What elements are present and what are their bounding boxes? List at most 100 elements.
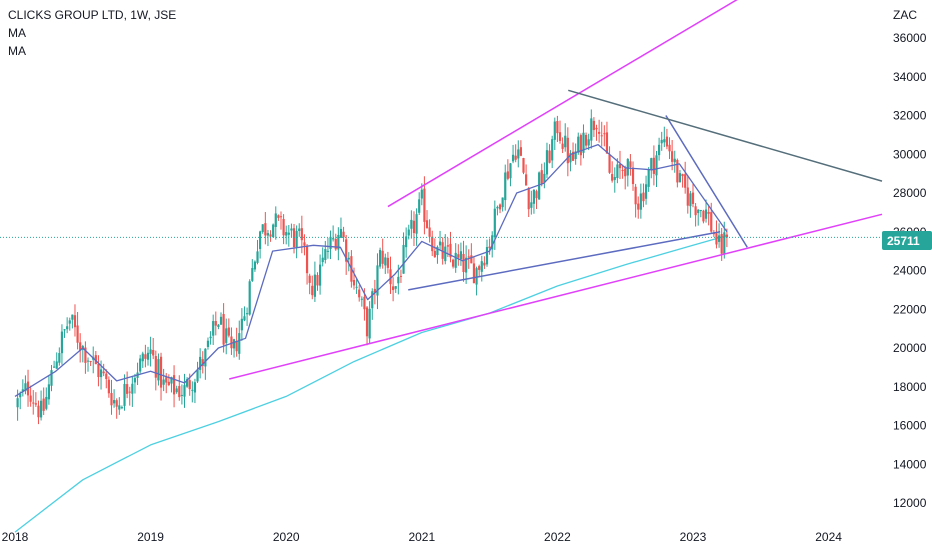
- candle-body: [355, 286, 358, 288]
- candle-body: [475, 268, 478, 285]
- candle-body: [282, 218, 285, 236]
- candle-body: [199, 356, 202, 370]
- candle-body: [699, 209, 702, 211]
- candle-body: [141, 353, 144, 362]
- candle-body: [133, 378, 137, 383]
- candle-body: [32, 402, 35, 404]
- candle-body: [603, 133, 606, 135]
- candle-body: [230, 336, 233, 349]
- candle-body: [300, 228, 303, 241]
- candle-body: [465, 257, 468, 273]
- candle-body: [691, 192, 695, 204]
- long-resistance-line[interactable]: [568, 89, 883, 182]
- candle-body: [704, 209, 708, 219]
- candle-body: [342, 231, 345, 238]
- candle-body: [53, 366, 56, 368]
- candle-body: [266, 233, 270, 236]
- candle-body: [86, 360, 90, 362]
- triangle-support-line[interactable]: [408, 231, 721, 291]
- candle-body: [373, 288, 376, 293]
- candle-body: [394, 286, 397, 289]
- candle-body: [535, 191, 538, 199]
- candle-body: [347, 257, 350, 260]
- candle-body: [201, 359, 204, 366]
- x-tick-label: 2024: [815, 530, 842, 544]
- candle-body: [305, 245, 309, 274]
- candle-body: [321, 257, 324, 263]
- candle-body: [668, 144, 671, 152]
- candle-body: [316, 275, 319, 286]
- candle-body: [629, 161, 632, 167]
- candle-body: [621, 169, 624, 171]
- candle-body: [592, 120, 596, 131]
- candle-body: [410, 219, 413, 229]
- candle-body: [652, 157, 655, 174]
- candle-body: [172, 375, 176, 395]
- candle-body: [624, 168, 627, 177]
- candle-body: [470, 255, 473, 264]
- candle-body: [39, 400, 43, 418]
- candle-body: [611, 174, 614, 181]
- candle-body: [334, 238, 337, 250]
- candle-body: [63, 329, 66, 331]
- candle-body: [671, 151, 674, 162]
- candle-body: [399, 275, 403, 277]
- candle-body: [272, 224, 275, 238]
- candle-body: [566, 137, 569, 164]
- candle-body: [243, 316, 246, 321]
- candle-body: [326, 250, 330, 252]
- candle-body: [154, 356, 157, 378]
- x-tick-label: 2022: [544, 530, 571, 544]
- candle-body: [686, 187, 689, 206]
- candle-body: [225, 328, 228, 343]
- candle-body: [655, 155, 658, 176]
- candle-body: [73, 315, 77, 328]
- triangle-resistance-line[interactable]: [665, 115, 748, 248]
- candle-body: [120, 407, 124, 409]
- candle-body: [684, 174, 687, 188]
- candle-body: [240, 318, 243, 331]
- ma-fast-layer: [14, 143, 728, 397]
- candle-body: [287, 232, 290, 235]
- candle-body: [345, 239, 348, 262]
- candle-body: [186, 379, 189, 387]
- time-axis[interactable]: 2018 2019 2020 2021 2022 2023 2024: [2, 530, 843, 544]
- candle-body: [577, 136, 580, 153]
- candle-body: [725, 234, 728, 238]
- candle-body: [446, 245, 449, 247]
- candle-body: [720, 233, 723, 254]
- candle-body: [644, 184, 648, 199]
- channel-lower-line[interactable]: [229, 213, 883, 380]
- indicator-ma-slow-label[interactable]: MA: [8, 44, 26, 58]
- candle-body: [694, 206, 697, 216]
- candle-body: [378, 249, 382, 267]
- candle-body: [274, 213, 277, 227]
- candle-body: [561, 143, 564, 149]
- candle-body: [217, 324, 220, 327]
- symbol-title[interactable]: CLICKS GROUP LTD, 1W, JSE: [8, 8, 177, 22]
- candle-body: [491, 235, 494, 250]
- candle-body: [715, 233, 718, 245]
- ma-fast-line: [14, 143, 728, 397]
- candle-body: [146, 352, 150, 360]
- candle-body: [548, 150, 551, 163]
- candle-body: [381, 250, 384, 264]
- candle-body: [368, 308, 371, 339]
- candle-body: [525, 174, 528, 186]
- candle-body: [423, 188, 426, 222]
- channel-upper-line[interactable]: [387, 0, 754, 208]
- candle-body: [522, 158, 525, 173]
- candle-body: [707, 211, 710, 214]
- candle-body: [433, 250, 436, 258]
- y-tick-label: 34000: [893, 70, 927, 84]
- price-axis[interactable]: 1200014000160001800020000220002400026000…: [893, 31, 927, 510]
- y-tick-label: 36000: [893, 31, 927, 45]
- candle-body: [532, 189, 536, 204]
- indicator-ma-fast-label[interactable]: MA: [8, 26, 26, 40]
- y-tick-label: 18000: [893, 380, 927, 394]
- candle-body: [483, 262, 486, 266]
- candle-body: [102, 371, 105, 374]
- candle-body: [488, 246, 491, 249]
- candle-body: [389, 269, 392, 285]
